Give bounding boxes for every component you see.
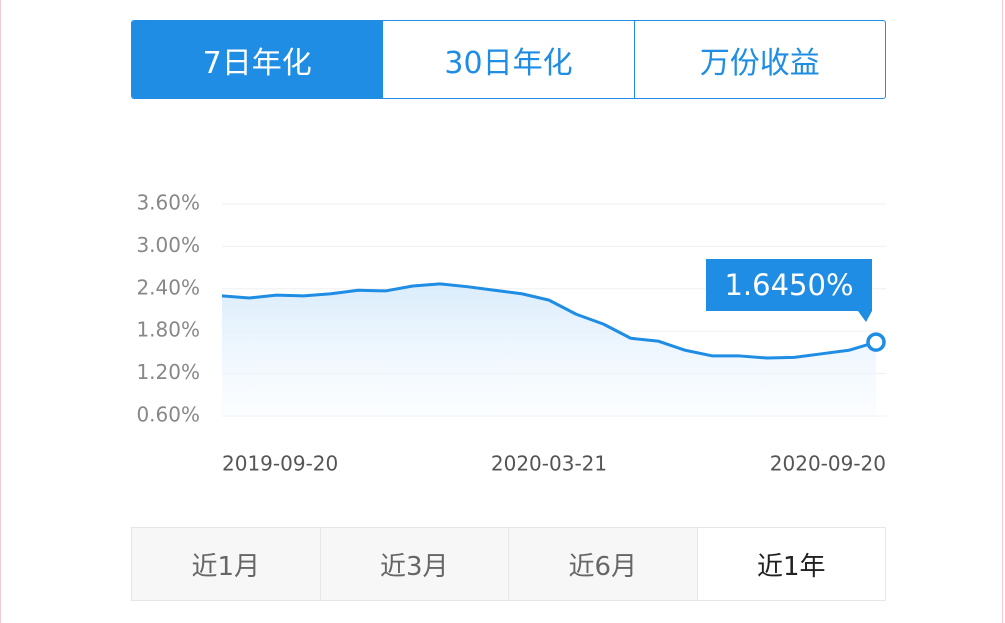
tab[interactable]: 7日年化 xyxy=(132,21,383,98)
tab[interactable]: 30日年化 xyxy=(382,21,633,98)
y-tick-label: 3.60% xyxy=(136,191,200,215)
period-tab[interactable]: 近6月 xyxy=(508,528,697,600)
y-tick-label: 3.00% xyxy=(136,233,200,257)
tab[interactable]: 万份收益 xyxy=(633,21,885,98)
y-tick-label: 1.20% xyxy=(136,360,200,384)
x-tick-label: 2019-09-20 xyxy=(222,452,338,476)
area xyxy=(222,283,876,416)
tooltip-label: 1.6450% xyxy=(724,268,853,302)
y-tick-label: 0.60% xyxy=(136,403,200,427)
period-tab[interactable]: 近1月 xyxy=(191,551,261,582)
x-tick-label: 2020-03-21 xyxy=(491,452,607,476)
edge xyxy=(0,0,1,623)
period-bar: 近1月 近3月 近6月 近1年 xyxy=(131,527,886,601)
period-tab[interactable]: 近3月 xyxy=(319,528,509,600)
tab-bar: 7日年化 30日年化 万份收益 xyxy=(131,20,886,99)
x-tick-label: 2020-09-20 xyxy=(770,452,886,476)
line xyxy=(221,282,877,360)
period-tab[interactable]: 近1年 xyxy=(696,528,885,600)
end-point xyxy=(866,332,886,352)
tooltip-box xyxy=(706,259,872,322)
edge xyxy=(1002,0,1003,623)
y-tick-label: 2.40% xyxy=(136,275,200,299)
y-tick-label: 1.80% xyxy=(136,318,200,342)
